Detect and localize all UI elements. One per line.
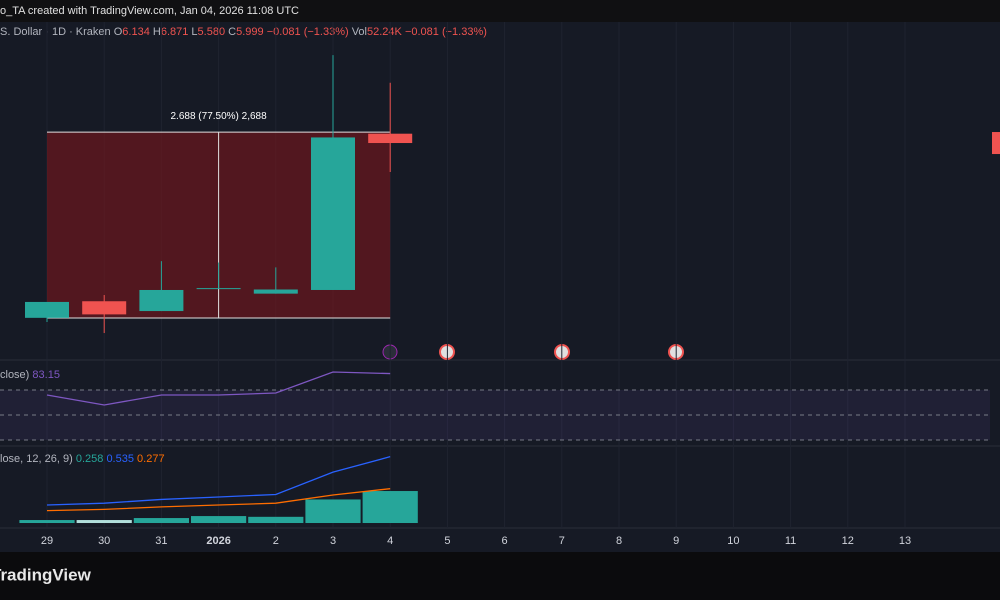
histogram-bar bbox=[305, 499, 361, 524]
x-tick-label: 3 bbox=[330, 535, 336, 547]
candle-body bbox=[196, 288, 241, 290]
histogram-bar bbox=[362, 491, 418, 524]
x-tick-label: 5 bbox=[444, 535, 450, 547]
x-tick-label: 2026 bbox=[206, 535, 230, 547]
x-tick-label: 8 bbox=[616, 535, 622, 547]
x-tick-label: 6 bbox=[502, 535, 508, 547]
legend-text: S. Dollar · 1D · Kraken bbox=[0, 26, 111, 38]
candle-body bbox=[368, 133, 413, 144]
header-bar bbox=[0, 0, 1000, 22]
histogram-bar bbox=[191, 516, 247, 524]
price-tag bbox=[992, 132, 1000, 155]
x-tick-label: 31 bbox=[155, 535, 167, 547]
symbol-legend: S. Dollar · 1D · Kraken O6.134 H6.871 L5… bbox=[0, 26, 487, 38]
histogram-bar bbox=[248, 516, 304, 524]
pane-value: 0.277 bbox=[137, 453, 165, 465]
legend-text: 52.24K bbox=[367, 26, 403, 38]
legend-text: −0.081 (−1.33%) bbox=[405, 26, 487, 38]
x-tick-label: 9 bbox=[673, 535, 679, 547]
histogram-bar bbox=[76, 520, 132, 524]
x-tick-label: 2 bbox=[273, 535, 279, 547]
legend-text: 6.871 bbox=[161, 26, 189, 38]
x-tick-label: 11 bbox=[785, 535, 796, 547]
legend-text: H bbox=[153, 26, 161, 38]
macd-line bbox=[46, 456, 391, 506]
header-title: o_TA created with TradingView.com, Jan 0… bbox=[0, 5, 299, 17]
pane-value: 0.258 bbox=[76, 453, 104, 465]
histogram-bar bbox=[19, 520, 75, 524]
branding: TradingView bbox=[0, 565, 92, 584]
x-tick-label: 29 bbox=[41, 535, 53, 547]
legend-text: 5.999 bbox=[236, 26, 264, 38]
pane-title: close) bbox=[0, 369, 29, 381]
x-tick-label: 10 bbox=[727, 535, 739, 547]
candle-body bbox=[25, 301, 69, 318]
legend-text: C bbox=[228, 26, 236, 38]
measure-label: 2.688 (77.50%) 2,688 bbox=[171, 111, 268, 122]
x-tick-label: 4 bbox=[387, 535, 393, 547]
candle-body bbox=[82, 301, 127, 315]
legend-text: O bbox=[114, 26, 123, 38]
candle-body bbox=[253, 289, 298, 294]
footer-bar bbox=[0, 552, 1000, 600]
pane-legend: close) 83.15 bbox=[0, 369, 60, 381]
pane-value: 0.535 bbox=[106, 453, 134, 465]
pane-legend: lose, 12, 26, 9) 0.258 0.535 0.277 bbox=[0, 453, 165, 465]
histogram-bar bbox=[133, 518, 189, 524]
x-tick-label: 12 bbox=[842, 535, 854, 547]
candle-body bbox=[139, 289, 184, 312]
x-tick-label: 7 bbox=[559, 535, 565, 547]
candle-body bbox=[311, 137, 355, 290]
pane-title: lose, 12, 26, 9) bbox=[0, 453, 73, 465]
x-tick-label: 13 bbox=[899, 535, 911, 547]
rsi-line bbox=[46, 371, 391, 406]
pane-value: 83.15 bbox=[32, 369, 60, 381]
legend-text: Vol bbox=[352, 26, 367, 38]
legend-text: −0.081 (−1.33%) bbox=[267, 26, 349, 38]
macd-line bbox=[46, 488, 391, 512]
x-tick-label: 30 bbox=[98, 535, 110, 547]
legend-text: 5.580 bbox=[198, 26, 226, 38]
legend-text: 6.134 bbox=[122, 26, 150, 38]
legend-text: L bbox=[191, 26, 197, 38]
